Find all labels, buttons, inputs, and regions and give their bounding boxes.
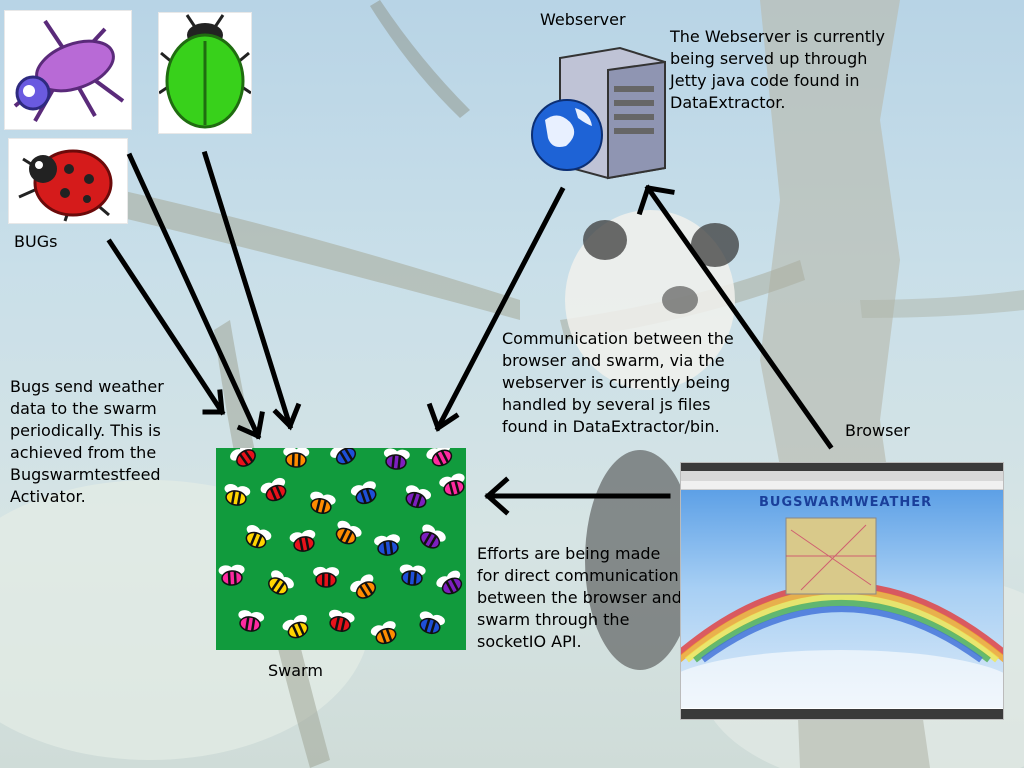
- bugs-label: BUGs: [14, 232, 58, 251]
- webserver-label: Webserver: [540, 10, 626, 29]
- bugs-note: Bugs send weather data to the swarm peri…: [10, 377, 164, 506]
- server-to-swarm-arrow-head: [426, 402, 460, 432]
- browser-to-server-arrow-head: [636, 185, 675, 216]
- browser-screenshot: BUGSWARMWEATHER: [680, 462, 1004, 720]
- green-beetle-icon: [159, 14, 251, 129]
- bug-arrow-1-head: [202, 389, 225, 415]
- spider-bug-card: [4, 10, 132, 130]
- efforts-note: Efforts are being made for direct commun…: [477, 544, 682, 651]
- bug-arrow-3: [201, 150, 294, 430]
- bug-arrow-3-head: [272, 402, 302, 431]
- green-beetle-card: [158, 12, 252, 134]
- bee-icon: [218, 448, 465, 645]
- ladybug-card: [8, 138, 128, 224]
- browser-to-server-arrow: [644, 184, 834, 450]
- bug-arrow-1: [106, 238, 226, 416]
- swarm-image: [216, 448, 466, 650]
- os-top-bar: [681, 463, 1003, 471]
- browser-page: BUGSWARMWEATHER: [681, 490, 1003, 708]
- ladybug-icon: [18, 149, 113, 222]
- bug-arrow-2: [126, 152, 262, 440]
- webserver-note: The Webserver is currently being served …: [670, 27, 885, 112]
- taskbar: [681, 709, 1003, 719]
- communication-note: Communication between the browser and sw…: [502, 329, 734, 436]
- app-title: BUGSWARMWEATHER: [759, 495, 933, 510]
- server-to-swarm-arrow: [434, 186, 566, 432]
- browser-label: Browser: [845, 421, 910, 440]
- swarm-label: Swarm: [268, 661, 323, 680]
- rainbow-graphic: [681, 517, 1003, 708]
- browser-to-swarm-arrow-head: [484, 476, 510, 516]
- browser-tab-bar: [681, 471, 1003, 481]
- browser-address-bar: [681, 481, 1003, 490]
- spider-bug-icon: [13, 19, 125, 122]
- bug-arrow-2-head: [236, 411, 265, 440]
